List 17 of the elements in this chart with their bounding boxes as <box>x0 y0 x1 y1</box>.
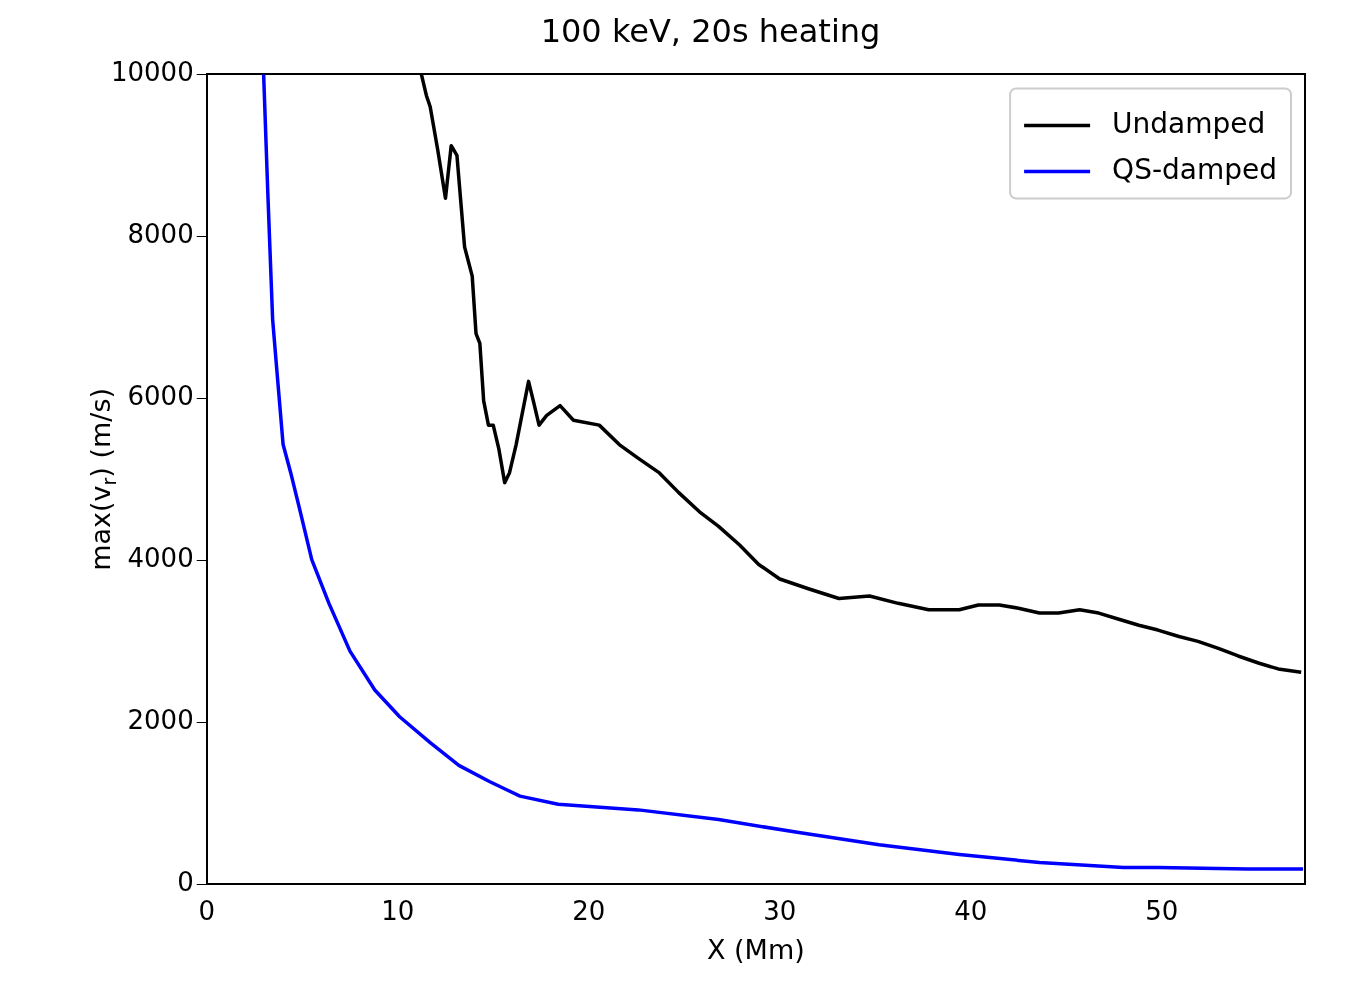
legend-label: QS-damped <box>1112 152 1278 186</box>
x-axis-title: X (Mm) <box>706 933 805 965</box>
x-tick-label: 40 <box>954 895 988 926</box>
y-tick-label: 0 <box>177 867 194 898</box>
x-tick-label: 10 <box>381 895 415 926</box>
y-tick-label: 2000 <box>127 705 194 736</box>
y-tick-label: 6000 <box>127 381 194 412</box>
x-tick-label: 20 <box>572 895 606 926</box>
y-tick-label: 10000 <box>110 57 194 88</box>
x-tick-label: 50 <box>1145 895 1179 926</box>
y-axis-title: max(vr) (m/s) <box>85 387 120 571</box>
legend-label: Undamped <box>1112 106 1266 140</box>
y-tick-label: 8000 <box>127 219 194 250</box>
x-tick-label: 0 <box>198 895 215 926</box>
chart-title: 100 keV, 20s heating <box>540 11 881 50</box>
x-tick-label: 30 <box>763 895 797 926</box>
y-tick-label: 4000 <box>127 543 194 574</box>
